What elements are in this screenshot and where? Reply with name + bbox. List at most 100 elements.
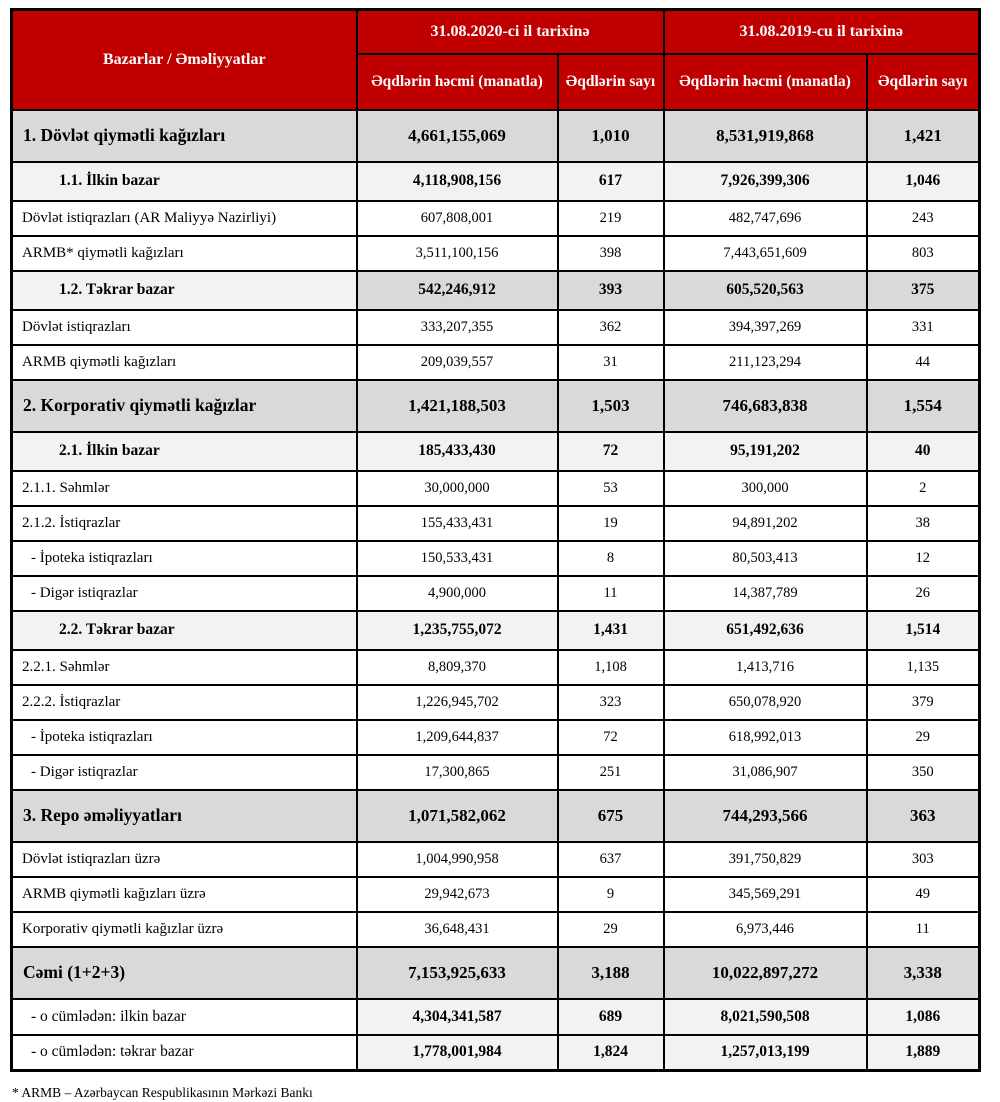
row-label: 2.1.2. İstiqrazlar <box>10 504 358 542</box>
count-2020-cell: 53 <box>556 469 665 507</box>
row-label: ARMB qiymətli kağızları <box>10 343 358 381</box>
row-label: Dövlət istiqrazları <box>10 308 358 346</box>
count-2019-cell: 363 <box>865 788 981 843</box>
volume-2020-cell: 1,071,582,062 <box>355 788 559 843</box>
count-2020-cell: 11 <box>556 574 665 612</box>
count-2020-cell: 362 <box>556 308 665 346</box>
count-2020-cell: 675 <box>556 788 665 843</box>
row-label: ARMB qiymətli kağızları üzrə <box>10 875 358 913</box>
volume-2019-cell: 300,000 <box>662 469 868 507</box>
header-date-2020: 31.08.2020-ci il tarixinə <box>355 8 665 55</box>
volume-2019-cell: 8,531,919,868 <box>662 108 868 163</box>
count-2020-cell: 1,824 <box>556 1033 665 1072</box>
table-row: - o cümlədən: ilkin bazar 4,304,341,587 68… <box>10 997 981 1036</box>
header-count-2019: Əqdlərin sayı <box>865 52 981 111</box>
table-body: 1. Dövlət qiymətli kağızları 4,661,155,06… <box>10 108 981 1072</box>
header-group-row: Bazarlar / Əməliyyatlar 31.08.2020-ci il… <box>10 8 981 111</box>
volume-2019-cell: 95,191,202 <box>662 430 868 472</box>
row-label: Dövlət istiqrazları (AR Maliyyə Nazirliy… <box>10 199 358 237</box>
volume-2019-cell: 651,492,636 <box>662 609 868 651</box>
volume-2019-cell: 618,992,013 <box>662 718 868 756</box>
count-2019-cell: 11 <box>865 910 981 948</box>
count-2019-cell: 38 <box>865 504 981 542</box>
volume-2019-cell: 14,387,789 <box>662 574 868 612</box>
count-2020-cell: 9 <box>556 875 665 913</box>
count-2019-cell: 379 <box>865 683 981 721</box>
table-row: 3. Repo əməliyyatları 1,071,582,062 675 744… <box>10 788 981 843</box>
count-2019-cell: 29 <box>865 718 981 756</box>
count-2019-cell: 3,338 <box>865 945 981 1000</box>
table-header: Bazarlar / Əməliyyatlar 31.08.2020-ci il… <box>10 8 981 111</box>
table-row: 1.2. Təkrar bazar 542,246,912 393 605,520,5… <box>10 269 981 311</box>
volume-2020-cell: 1,226,945,702 <box>355 683 559 721</box>
row-label: 2. Korporativ qiymətli kağızlar <box>10 378 358 433</box>
volume-2020-cell: 185,433,430 <box>355 430 559 472</box>
row-label: 2.1.1. Səhmlər <box>10 469 358 507</box>
volume-2019-cell: 94,891,202 <box>662 504 868 542</box>
table-row: - İpoteka istiqrazları 1,209,644,837 72 618… <box>10 718 981 756</box>
count-2020-cell: 29 <box>556 910 665 948</box>
volume-2020-cell: 4,304,341,587 <box>355 997 559 1036</box>
table-row: Dövlət istiqrazları (AR Maliyyə Nazirliy… <box>10 199 981 237</box>
count-2020-cell: 3,188 <box>556 945 665 1000</box>
volume-2019-cell: 80,503,413 <box>662 539 868 577</box>
volume-2019-cell: 345,569,291 <box>662 875 868 913</box>
table-row: ARMB qiymətli kağızları 209,039,557 31 211,… <box>10 343 981 381</box>
count-2019-cell: 40 <box>865 430 981 472</box>
table-row: 2.1.1. Səhmlər 30,000,000 53 300,000 2 <box>10 469 981 507</box>
volume-2020-cell: 7,153,925,633 <box>355 945 559 1000</box>
count-2019-cell: 49 <box>865 875 981 913</box>
row-label: 2.2. Təkrar bazar <box>10 609 358 651</box>
count-2020-cell: 1,010 <box>556 108 665 163</box>
header-volume-2020: Əqdlərin həcmi (manatla) <box>355 52 559 111</box>
volume-2019-cell: 10,022,897,272 <box>662 945 868 1000</box>
volume-2020-cell: 4,661,155,069 <box>355 108 559 163</box>
row-label: 3. Repo əməliyyatları <box>10 788 358 843</box>
count-2019-cell: 331 <box>865 308 981 346</box>
table-row: ARMB* qiymətli kağızları 3,511,100,156 398… <box>10 234 981 272</box>
row-label: - Digər istiqrazlar <box>10 574 358 612</box>
row-label: 1.1. İlkin bazar <box>10 160 358 202</box>
row-label: 1.2. Təkrar bazar <box>10 269 358 311</box>
count-2019-cell: 1,046 <box>865 160 981 202</box>
count-2019-cell: 1,135 <box>865 648 981 686</box>
volume-2020-cell: 4,118,908,156 <box>355 160 559 202</box>
volume-2020-cell: 209,039,557 <box>355 343 559 381</box>
volume-2020-cell: 1,421,188,503 <box>355 378 559 433</box>
volume-2020-cell: 542,246,912 <box>355 269 559 311</box>
count-2020-cell: 219 <box>556 199 665 237</box>
count-2019-cell: 1,421 <box>865 108 981 163</box>
count-2020-cell: 8 <box>556 539 665 577</box>
table-row: 2.2.1. Səhmlər 8,809,370 1,108 1,413,716 1,1… <box>10 648 981 686</box>
count-2019-cell: 1,889 <box>865 1033 981 1072</box>
count-2020-cell: 19 <box>556 504 665 542</box>
count-2019-cell: 44 <box>865 343 981 381</box>
header-markets-operations: Bazarlar / Əməliyyatlar <box>10 8 358 111</box>
table-row: 2.2. Təkrar bazar 1,235,755,072 1,431 651,4… <box>10 609 981 651</box>
count-2019-cell: 26 <box>865 574 981 612</box>
volume-2019-cell: 746,683,838 <box>662 378 868 433</box>
table-row: ARMB qiymətli kağızları üzrə 29,942,673 9 3… <box>10 875 981 913</box>
header-volume-2019: Əqdlərin həcmi (manatla) <box>662 52 868 111</box>
volume-2019-cell: 482,747,696 <box>662 199 868 237</box>
volume-2020-cell: 1,004,990,958 <box>355 840 559 878</box>
count-2019-cell: 1,086 <box>865 997 981 1036</box>
count-2020-cell: 323 <box>556 683 665 721</box>
count-2020-cell: 1,503 <box>556 378 665 433</box>
volume-2020-cell: 155,433,431 <box>355 504 559 542</box>
volume-2019-cell: 394,397,269 <box>662 308 868 346</box>
volume-2020-cell: 1,235,755,072 <box>355 609 559 651</box>
table-row: 1. Dövlət qiymətli kağızları 4,661,155,06… <box>10 108 981 163</box>
row-label: - İpoteka istiqrazları <box>10 539 358 577</box>
table-row: 2.1.2. İstiqrazlar 155,433,431 19 94,891,20… <box>10 504 981 542</box>
volume-2019-cell: 744,293,566 <box>662 788 868 843</box>
header-date-2019: 31.08.2019-cu il tarixinə <box>662 8 981 55</box>
count-2019-cell: 1,514 <box>865 609 981 651</box>
count-2020-cell: 1,431 <box>556 609 665 651</box>
volume-2019-cell: 6,973,446 <box>662 910 868 948</box>
securities-market-table: Bazarlar / Əməliyyatlar 31.08.2020-ci il… <box>10 8 982 1072</box>
row-label: Korporativ qiymətli kağızlar üzrə <box>10 910 358 948</box>
count-2020-cell: 31 <box>556 343 665 381</box>
volume-2020-cell: 36,648,431 <box>355 910 559 948</box>
volume-2019-cell: 650,078,920 <box>662 683 868 721</box>
